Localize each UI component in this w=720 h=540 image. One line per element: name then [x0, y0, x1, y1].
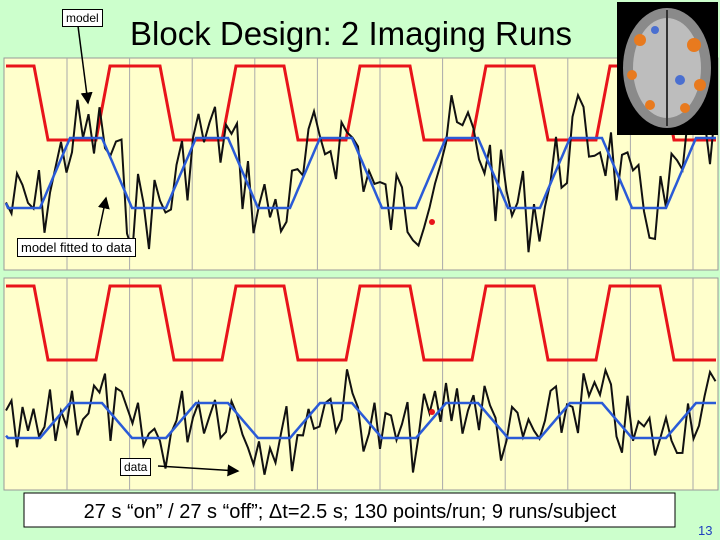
- model-label: model: [62, 9, 103, 27]
- marker-dot: [429, 219, 435, 225]
- caption-box: [23, 492, 676, 528]
- model-trace: [6, 284, 716, 362]
- data-trace: [5, 92, 717, 253]
- arrow: [77, 25, 93, 105]
- marker-dot: [429, 409, 435, 415]
- bottom-panel: [3, 277, 719, 491]
- caption: 27 s “on” / 27 s “off”; Δt=2.5 s; 130 po…: [84, 501, 617, 523]
- fitted-label: model fitted to data: [17, 238, 136, 257]
- fit-trace: [5, 401, 716, 440]
- title: Block Design: 2 Imaging Runs: [130, 15, 572, 52]
- page-number: 13: [698, 523, 712, 538]
- fit-trace: [4, 136, 716, 210]
- model-trace: [6, 64, 716, 142]
- arrow: [97, 196, 110, 237]
- data-trace: [5, 366, 717, 475]
- brain-image: [617, 2, 718, 135]
- traces: [4, 64, 717, 475]
- arrow: [157, 464, 240, 477]
- data-label: data: [120, 458, 152, 476]
